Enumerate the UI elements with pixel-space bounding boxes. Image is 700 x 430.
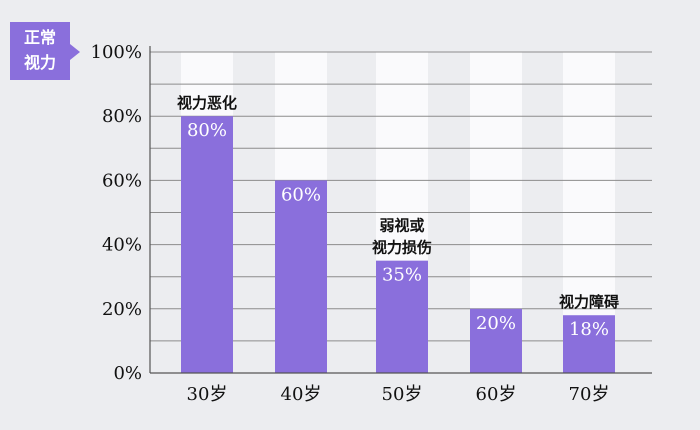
bar	[376, 260, 428, 373]
y-tick-label: 0%	[113, 363, 142, 384]
bar-annotation: 视力损伤	[372, 239, 432, 257]
bar	[181, 116, 233, 373]
bar	[470, 308, 522, 373]
bar-annotation: 弱视或	[379, 217, 424, 235]
badge-text-line1: 正常	[24, 28, 56, 47]
y-tick-label: 60%	[102, 170, 142, 191]
bar-value-label: 80%	[187, 120, 227, 141]
bar-value-label: 60%	[281, 184, 321, 205]
x-category-label: 70岁	[569, 384, 610, 405]
bar-value-label: 35%	[382, 265, 422, 286]
y-tick-label: 20%	[102, 299, 142, 320]
bar-annotation: 视力障碍	[559, 293, 619, 311]
y-tick-label: 100%	[91, 42, 142, 63]
bars	[181, 116, 615, 373]
y-tick-label: 40%	[102, 235, 142, 256]
badge-text-line2: 视力	[24, 53, 56, 72]
y-tick-label: 80%	[102, 106, 142, 127]
bar-annotation: 视力恶化	[177, 94, 237, 112]
bar	[275, 180, 327, 373]
bar-value-label: 18%	[569, 319, 609, 340]
bar-value-label: 20%	[476, 313, 516, 334]
x-category-label: 30岁	[187, 384, 228, 405]
x-category-label: 60岁	[476, 384, 517, 405]
x-category-label: 40岁	[281, 384, 322, 405]
labels: 0% 20% 40% 60% 80% 100% 30岁 40岁 50岁 60岁 70岁 80% 60% 3…	[91, 42, 619, 405]
bar	[563, 315, 615, 373]
y-axis-badge: 正常 视力	[10, 22, 80, 80]
x-category-label: 50岁	[382, 384, 423, 405]
axes	[149, 46, 652, 374]
normal-vision-badge	[10, 22, 80, 80]
